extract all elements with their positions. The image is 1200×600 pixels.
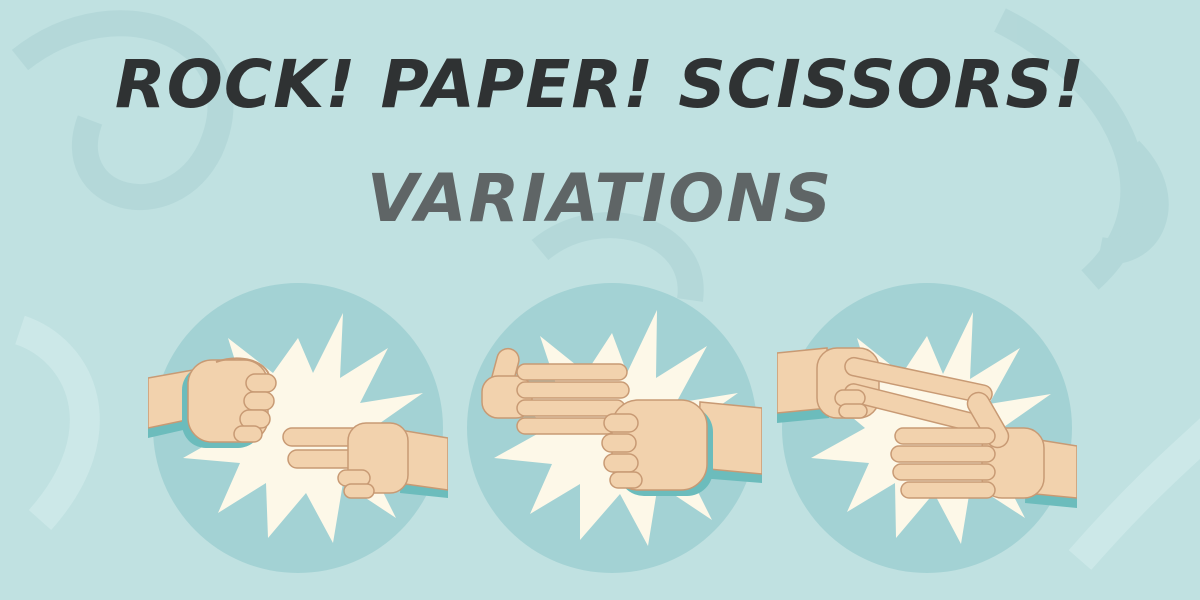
fist-icon (148, 357, 277, 448)
title-sub: VARIATIONS (366, 160, 834, 237)
paper-vs-rock-illustration (467, 283, 762, 573)
open-hand-icon (481, 347, 630, 435)
scissors-vs-paper-illustration (777, 283, 1077, 573)
title-main: ROCK! PAPER! SCISSORS! (114, 46, 1086, 123)
fist-icon (601, 399, 762, 496)
scissors-hand-icon (282, 422, 448, 499)
scissors-hand-icon (777, 347, 993, 434)
open-hand-icon (890, 391, 1077, 508)
rock-vs-scissors-illustration (148, 283, 448, 573)
